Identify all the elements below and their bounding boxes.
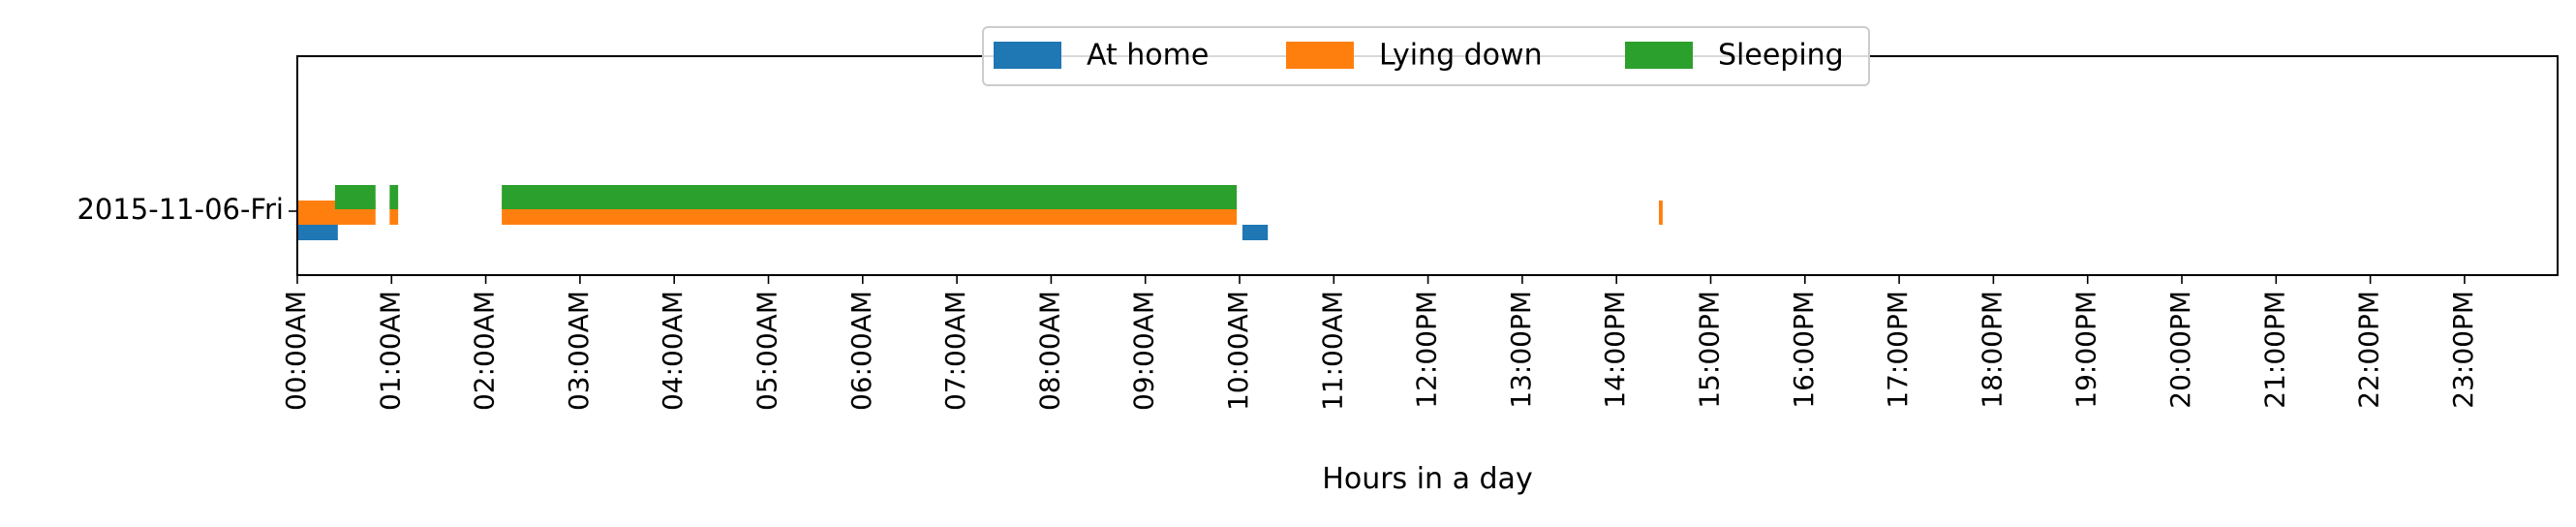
plot-frame xyxy=(296,55,2559,276)
x-tick-label: 09:00AM xyxy=(1128,291,1160,411)
x-tick-label: 06:00AM xyxy=(845,291,877,411)
x-tick-label: 01:00AM xyxy=(374,291,406,411)
legend-entry-lying-down: Lying down xyxy=(1286,39,1543,73)
x-tick-label: 07:00AM xyxy=(939,291,971,411)
x-tick-label: 20:00PM xyxy=(2164,291,2196,409)
x-tick-label: 08:00AM xyxy=(1033,291,1065,411)
x-tick-label: 10:00AM xyxy=(1222,291,1254,411)
legend-swatch xyxy=(1625,42,1693,69)
x-tick-label: 15:00PM xyxy=(1694,291,1726,409)
x-tick-label: 18:00PM xyxy=(1976,291,2008,409)
x-tick-label: 11:00AM xyxy=(1316,291,1348,411)
legend-label: At home xyxy=(1087,39,1209,73)
at-home-bar xyxy=(1242,225,1269,240)
legend-label: Sleeping xyxy=(1718,39,1844,73)
x-tick-label: 22:00PM xyxy=(2353,291,2385,409)
x-tick-label: 17:00PM xyxy=(1882,291,1914,409)
sleeping-bar xyxy=(389,185,399,209)
lying-down-bar xyxy=(389,201,399,225)
y-tick-label: 2015-11-06-Fri xyxy=(77,193,284,226)
legend-swatch xyxy=(994,42,1061,69)
x-tick-label: 00:00AM xyxy=(280,291,312,411)
bars-layer xyxy=(297,185,1663,240)
x-tick-label: 04:00AM xyxy=(657,291,689,411)
y-axis: 2015-11-06-Fri xyxy=(77,193,297,226)
series-sleeping xyxy=(334,185,1238,209)
sleeping-bar xyxy=(502,185,1238,209)
x-tick-label: 13:00PM xyxy=(1505,291,1537,409)
x-tick-label: 23:00PM xyxy=(2447,291,2479,409)
legend-entry-at-home: At home xyxy=(994,39,1209,73)
sleeping-bar xyxy=(334,185,376,209)
x-tick-label: 03:00AM xyxy=(563,291,595,411)
x-tick-label: 05:00AM xyxy=(751,291,783,411)
legend-label: Lying down xyxy=(1379,39,1543,73)
x-tick-label: 12:00PM xyxy=(1411,291,1443,409)
lying-down-bar xyxy=(1658,201,1663,225)
x-tick-label: 19:00PM xyxy=(2070,291,2102,409)
series-at-home xyxy=(297,225,1269,240)
legend: At home Lying down Sleeping xyxy=(982,26,1870,86)
legend-swatch xyxy=(1286,42,1354,69)
at-home-bar xyxy=(297,225,338,240)
x-tick-label: 14:00PM xyxy=(1599,291,1631,409)
legend-entry-sleeping: Sleeping xyxy=(1625,39,1844,73)
x-tick-label: 16:00PM xyxy=(1788,291,1820,409)
x-tick-label: 21:00PM xyxy=(2258,291,2290,409)
x-axis: 00:00AM 01:00AM 02:00AM 03:00AM 04:00AM 05:00… xyxy=(280,275,2479,411)
x-tick-label: 02:00AM xyxy=(469,291,501,411)
x-axis-label: Hours in a day xyxy=(1322,462,1532,496)
